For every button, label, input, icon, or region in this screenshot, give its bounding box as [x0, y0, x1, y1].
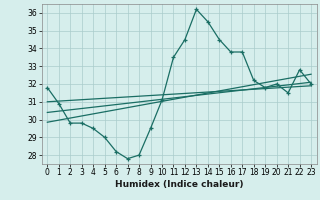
- X-axis label: Humidex (Indice chaleur): Humidex (Indice chaleur): [115, 180, 244, 189]
